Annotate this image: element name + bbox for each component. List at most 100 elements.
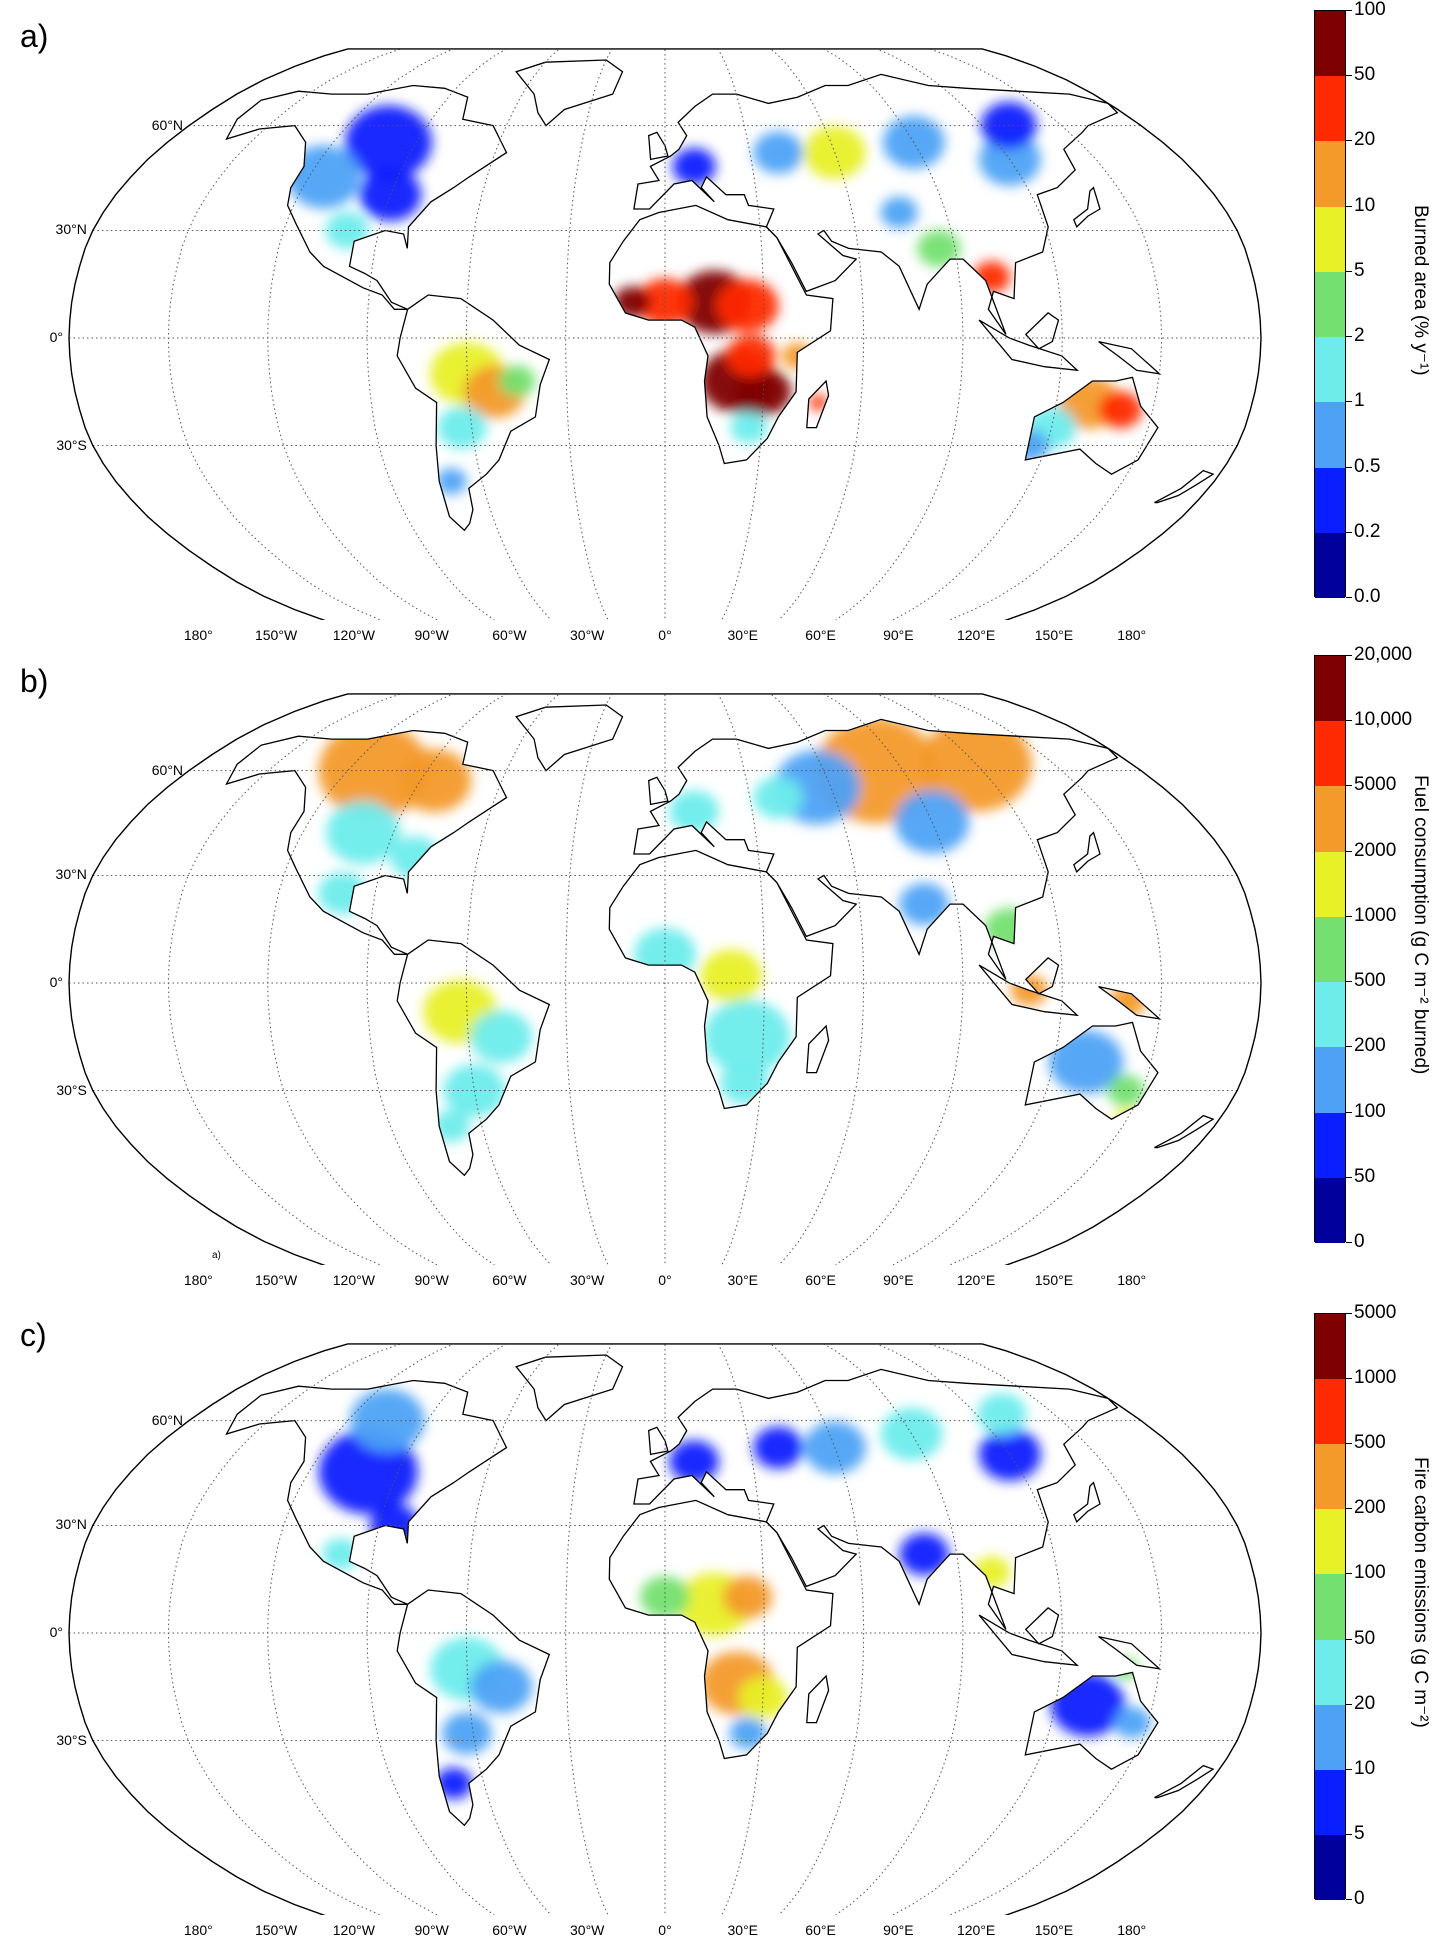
panel-a-colorbar-title: Burned area (% y⁻¹)	[1410, 205, 1431, 376]
panel-b-colorbar	[1314, 655, 1346, 1243]
colorbar-tick-label: 100	[1354, 1562, 1386, 1584]
colorbar-tick-label: 5	[1354, 259, 1365, 281]
colorbar-tick-label: 50	[1354, 1165, 1376, 1187]
coastline-eurasia	[633, 718, 1119, 980]
colorbar-tick-label: 20	[1354, 1692, 1376, 1714]
colorbar-tick-label: 100	[1354, 0, 1386, 20]
panel-a-letter: a)	[20, 18, 49, 54]
colorbar-segment	[1315, 1177, 1345, 1243]
lon-label: 30°W	[570, 627, 605, 643]
colorbar-tickmark	[1346, 205, 1352, 207]
fire-region	[318, 872, 368, 915]
coastline-uk	[648, 776, 669, 806]
colorbar-tickmark	[1346, 1703, 1352, 1705]
fire-region	[1107, 1074, 1145, 1107]
lon-label: 150°W	[254, 1272, 298, 1288]
colorbar-tick-label: 2	[1354, 325, 1365, 347]
meridian	[770, 48, 865, 620]
colorbar-segment	[1315, 656, 1345, 722]
fire-region	[753, 1426, 804, 1469]
panel-c-map	[68, 1343, 1262, 1915]
coastline-japan	[1073, 186, 1101, 229]
coastline-uk	[648, 131, 669, 161]
lon-label: 180°	[1117, 1272, 1147, 1288]
panel-c-letter: c)	[20, 1317, 47, 1353]
colorbar-tickmark	[1346, 1313, 1352, 1314]
land-borneo	[1025, 312, 1059, 349]
colorbar-tick-label: 1	[1354, 390, 1365, 412]
lon-label: 120°E	[956, 1922, 996, 1938]
coastline-japan	[1073, 831, 1101, 874]
coastline-south-america	[396, 939, 551, 1177]
coastline-new-guinea	[1098, 340, 1162, 375]
colorbar-tickmark	[1346, 1833, 1352, 1835]
coastline-madagascar	[806, 379, 830, 429]
coastline-new-guinea	[1098, 1635, 1162, 1670]
lon-label: 150°E	[1034, 1272, 1074, 1288]
land-madagascar	[806, 1676, 829, 1723]
lon-label: 30°W	[570, 1922, 605, 1938]
fire-region	[984, 908, 1034, 951]
panel-a-colorbar	[1314, 10, 1346, 598]
land-japan	[1073, 1482, 1100, 1522]
lat-label: 0°	[49, 974, 63, 990]
lat-label: 0°	[49, 329, 63, 345]
fire-region	[1113, 1706, 1151, 1739]
land-greenland	[516, 705, 623, 771]
colorbar-segment	[1315, 11, 1345, 77]
colorbar-segment	[1315, 1639, 1345, 1705]
land-new-guinea	[1098, 341, 1160, 374]
colorbar-tick-label: 0.0	[1354, 586, 1381, 607]
fire-region	[443, 1064, 506, 1117]
lon-label: 180°	[1117, 627, 1147, 643]
fire-region	[809, 394, 828, 411]
coastline-new-guinea	[1098, 985, 1162, 1020]
colorbar-segment	[1315, 1509, 1345, 1575]
colorbar-segment	[1315, 1574, 1345, 1640]
colorbar-tickmark	[1346, 1378, 1352, 1380]
fire-region	[672, 148, 716, 185]
panel-b-note: a)	[212, 1250, 221, 1261]
land-south-america	[397, 1590, 550, 1826]
colorbar-tickmark	[1346, 336, 1352, 338]
colorbar-segment	[1315, 1834, 1345, 1900]
colorbar-segment	[1315, 1112, 1345, 1178]
colorbar-tickmark	[1346, 981, 1352, 983]
colorbar-segment	[1315, 76, 1345, 142]
colorbar-tick-label: 200	[1354, 1035, 1386, 1057]
lat-label: 30°N	[55, 1516, 87, 1533]
lon-label: 120°W	[332, 1922, 375, 1938]
lon-label: 60°E	[805, 627, 836, 643]
coastline-north-america	[225, 1379, 508, 1605]
land-borneo	[1025, 1607, 1059, 1644]
land-new-guinea	[1098, 1636, 1160, 1669]
panel-c-colorbar	[1314, 1313, 1346, 1900]
panel-b-map	[68, 693, 1262, 1265]
lon-label: 60°E	[805, 1272, 836, 1288]
colorbar-segment	[1315, 786, 1345, 852]
lat-label: 60°N	[151, 761, 184, 778]
colorbar-segment	[1315, 337, 1345, 403]
land-uk	[648, 132, 668, 160]
lon-label: 180°	[183, 627, 213, 643]
coastline-north-america	[225, 729, 508, 955]
colorbar-tickmark	[1346, 850, 1352, 852]
colorbar-segment	[1315, 916, 1345, 983]
fire-region	[498, 365, 536, 397]
fire-region	[716, 279, 779, 333]
lon-label: 120°W	[332, 1272, 375, 1288]
colorbar-tickmark	[1346, 1573, 1352, 1575]
lon-label: 60°W	[492, 627, 527, 643]
fire-region	[920, 716, 1032, 812]
fire-region	[286, 145, 361, 209]
colorbar-tick-label: 20,000	[1354, 644, 1413, 665]
lon-label: 90°W	[414, 627, 449, 643]
lon-label: 90°E	[883, 1272, 914, 1288]
colorbar-tickmark	[1346, 1899, 1352, 1900]
colorbar-tick-label: 200	[1354, 1497, 1386, 1519]
coastline-madagascar	[806, 1024, 830, 1074]
land-japan	[1073, 187, 1100, 227]
colorbar-tickmark	[1346, 655, 1352, 656]
lon-label: 90°E	[883, 627, 914, 643]
fire-region	[720, 1062, 770, 1105]
